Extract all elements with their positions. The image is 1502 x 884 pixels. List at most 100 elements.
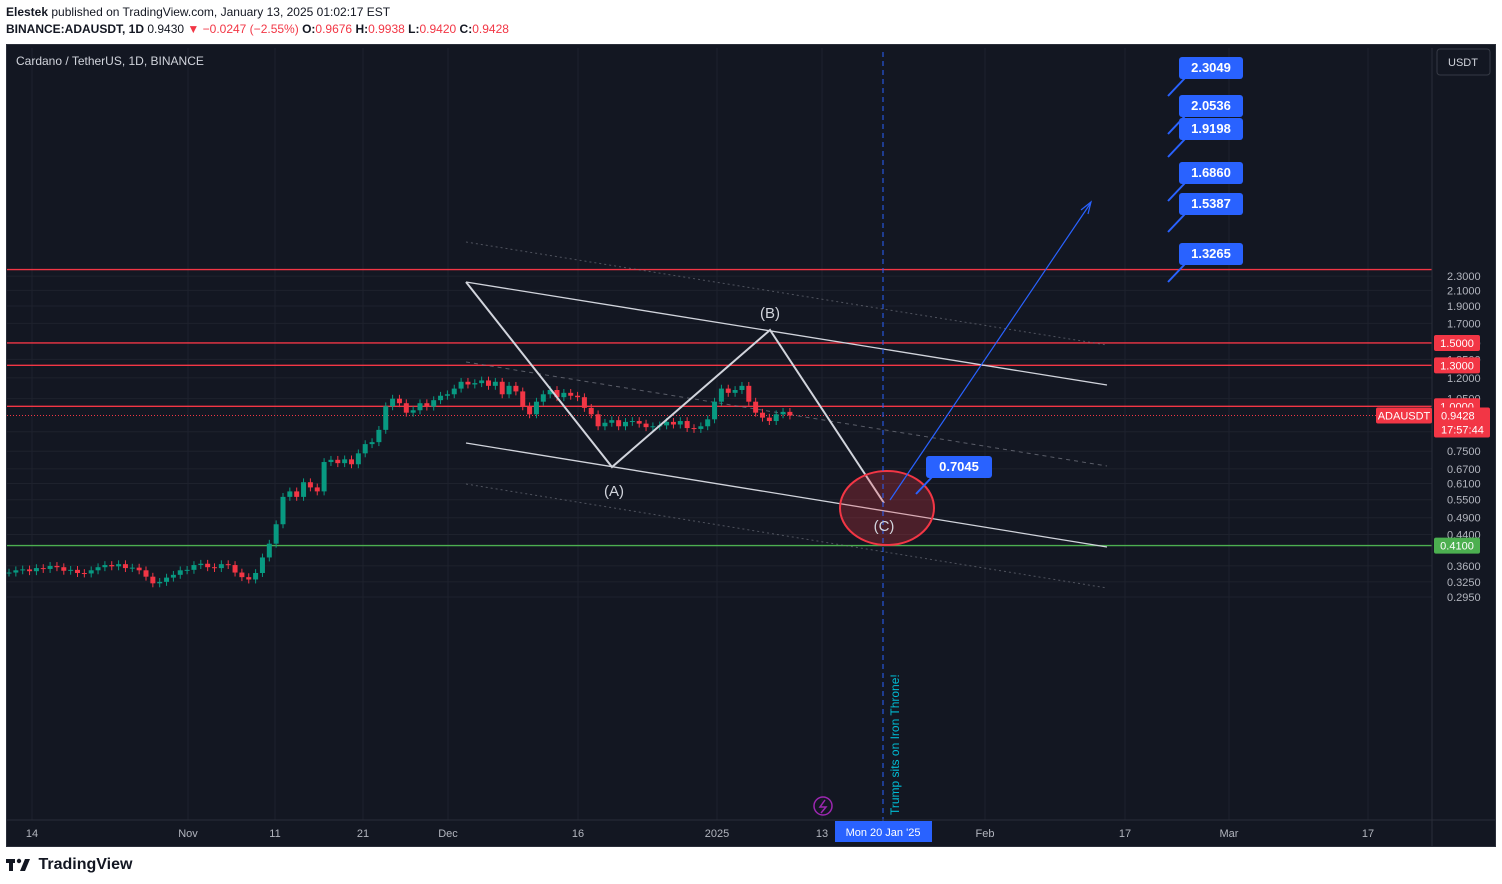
candle-body — [527, 406, 533, 415]
candle-body — [95, 567, 101, 571]
target-callout: 2.0536 — [1167, 95, 1243, 135]
horizontal-levels — [7, 268, 1432, 547]
candle-body — [239, 572, 245, 578]
open-label: O: — [302, 22, 316, 36]
y-tick-label: 1.2000 — [1447, 373, 1481, 385]
y-tick-label: 0.6700 — [1447, 464, 1481, 476]
candle-body — [595, 414, 601, 427]
candle-body — [349, 459, 354, 465]
candle-body — [246, 577, 252, 580]
candle-body — [54, 565, 60, 568]
x-tick-label: 14 — [26, 828, 38, 840]
candle-body — [122, 564, 128, 569]
wave-label-c: (C) — [874, 518, 895, 535]
callout-pointer — [915, 476, 933, 495]
symbol-tag-label: ADAUSDT — [1378, 411, 1431, 423]
x-tick-label: Dec — [438, 828, 458, 840]
candle-body — [225, 564, 231, 566]
candle-body — [27, 569, 33, 572]
candle-body — [718, 388, 724, 402]
candle-body — [280, 496, 286, 525]
close-value: 0.9428 — [472, 22, 509, 36]
candle-body — [150, 576, 156, 584]
candle-body — [335, 459, 341, 464]
candle-body — [451, 388, 457, 395]
candle-body — [33, 568, 39, 572]
chart-frame[interactable] — [6, 44, 1496, 847]
candle-body — [670, 421, 676, 425]
price-axis: 2.30002.10001.90001.70001.50001.35001.20… — [1431, 48, 1481, 846]
candle-body — [13, 570, 19, 573]
candle-body — [410, 410, 416, 413]
candle-body — [273, 524, 279, 544]
candle-body — [20, 569, 26, 571]
candle-body — [191, 565, 197, 570]
callout-label: 0.7045 — [939, 459, 979, 474]
callout-pointer — [1167, 213, 1186, 233]
x-tick-label: Nov — [178, 828, 198, 840]
ohlc-line: BINANCE:ADAUSDT, 1D 0.9430 ▼ −0.0247 (−2… — [6, 22, 509, 36]
wave-label-a: (A) — [604, 483, 624, 500]
callout-label: 2.3049 — [1191, 60, 1231, 75]
candle-body — [314, 487, 320, 492]
target-callout: 2.3049 — [1167, 57, 1243, 97]
publish-info: Elestek published on TradingView.com, Ja… — [6, 5, 390, 19]
candle-body — [575, 395, 581, 398]
candle-body — [129, 567, 135, 569]
open-value: 0.9676 — [315, 22, 353, 36]
callout-box — [1179, 162, 1243, 184]
candle-body — [773, 414, 779, 422]
level-tag — [1434, 537, 1480, 554]
wave-path — [465, 52, 1093, 822]
footer-brand[interactable]: TradingView — [6, 856, 132, 874]
low-label: L: — [408, 22, 420, 36]
candle-body — [362, 444, 368, 454]
candle-body — [6, 572, 12, 574]
candle-body — [116, 564, 122, 567]
x-tick-label: 17 — [1362, 828, 1374, 840]
y-tick-label: 2.1000 — [1447, 285, 1481, 297]
candle-body — [321, 462, 327, 492]
candle-body — [725, 388, 731, 393]
x-tick-label: 17 — [1119, 828, 1131, 840]
candle-body — [102, 565, 108, 568]
callout-box — [1179, 57, 1243, 79]
callout-label: 1.9198 — [1191, 121, 1231, 136]
candle-body — [533, 401, 539, 415]
candle-body — [75, 569, 80, 573]
symbol-tag — [1376, 407, 1432, 424]
y-tick-label: 0.4900 — [1447, 513, 1481, 525]
callout-box — [1179, 243, 1243, 265]
candle-body — [458, 381, 464, 389]
candle-body — [513, 385, 519, 392]
candle-body — [198, 563, 204, 566]
candle-body — [629, 421, 635, 423]
candle-body — [417, 403, 423, 411]
candle-body — [444, 394, 450, 396]
callout-label: 1.5387 — [1191, 196, 1231, 211]
candle-body — [677, 421, 683, 425]
candle-body — [47, 565, 53, 569]
annotations: (A) (B) (C) Trump sits on Iron Throne! C… — [16, 54, 902, 815]
last-price-tag — [1434, 407, 1490, 438]
candle-body — [705, 419, 711, 427]
candle-body — [40, 568, 46, 570]
candle-body — [403, 403, 409, 413]
candle-body — [732, 389, 738, 393]
candle-body — [68, 569, 74, 571]
candle-body — [712, 401, 718, 420]
y-tick-label: 0.6100 — [1447, 479, 1481, 491]
y-tick-label: 0.3600 — [1447, 561, 1481, 573]
candle-body — [109, 565, 115, 567]
candle-body — [342, 459, 348, 464]
candle-body — [581, 397, 587, 408]
y-tick-label: 2.3000 — [1447, 271, 1481, 283]
level-tag — [1434, 334, 1480, 351]
wave-label-b: (B) — [760, 305, 780, 322]
high-label: H: — [355, 22, 369, 36]
y-tick-label: 0.7500 — [1447, 446, 1481, 458]
candle-body — [184, 569, 190, 571]
publisher-name[interactable]: Elestek — [6, 5, 49, 19]
